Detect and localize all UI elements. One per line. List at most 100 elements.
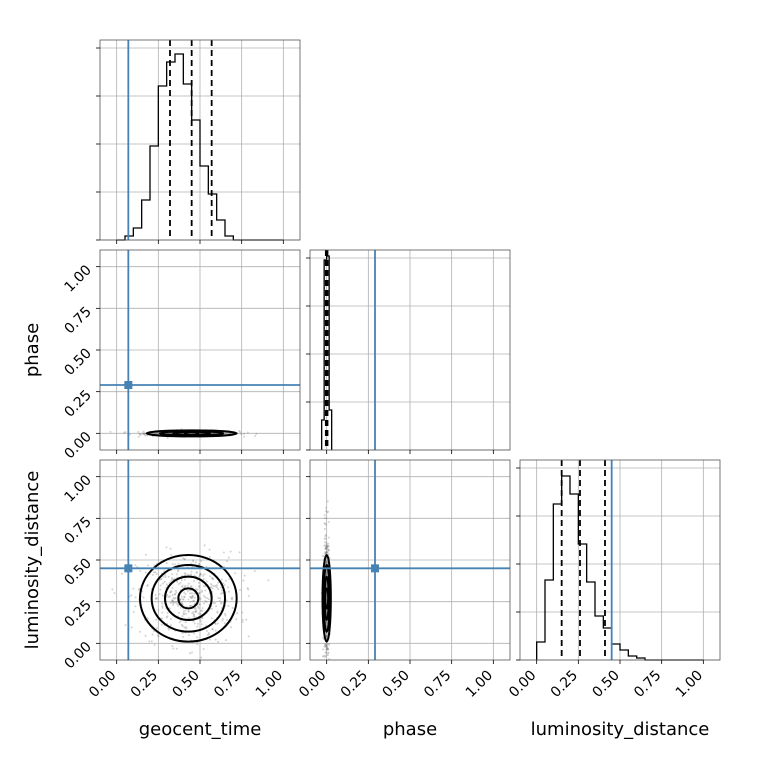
scatter-point bbox=[191, 594, 194, 597]
scatter-point bbox=[181, 631, 184, 634]
scatter-point bbox=[161, 582, 164, 585]
scatter-point bbox=[325, 648, 328, 651]
scatter-point bbox=[182, 610, 185, 613]
scatter-point bbox=[323, 514, 326, 517]
scatter-point bbox=[325, 545, 328, 548]
scatter-point bbox=[213, 602, 216, 605]
scatter-point bbox=[325, 572, 328, 575]
scatter-point bbox=[325, 550, 328, 553]
contour-level bbox=[164, 575, 213, 621]
scatter-point bbox=[325, 572, 328, 575]
scatter-point bbox=[325, 506, 328, 509]
scatter-point bbox=[324, 547, 327, 550]
panel-luminosity-distance-hist: 0.00 0.25 0.50 0.75 1.00 bbox=[506, 459, 721, 701]
scatter-point bbox=[171, 599, 174, 602]
scatter-point bbox=[324, 534, 327, 537]
scatter-point bbox=[132, 611, 135, 614]
scatter-point bbox=[198, 575, 201, 578]
scatter-point bbox=[204, 599, 207, 602]
scatter-point bbox=[325, 634, 328, 637]
scatter-point bbox=[176, 570, 179, 573]
y-tick-label: 0.75 bbox=[61, 514, 94, 547]
scatter-point bbox=[173, 563, 176, 566]
scatter-point bbox=[187, 610, 190, 613]
scatter-point bbox=[191, 559, 194, 562]
scatter-point bbox=[322, 648, 325, 651]
scatter-point bbox=[161, 605, 164, 608]
scatter-point bbox=[159, 584, 162, 587]
scatter-point bbox=[178, 582, 181, 585]
scatter-point bbox=[325, 545, 328, 548]
scatter-point bbox=[326, 511, 329, 514]
scatter-point bbox=[325, 560, 328, 563]
scatter-point bbox=[144, 634, 147, 637]
scatter-point bbox=[324, 562, 327, 565]
scatter-point bbox=[165, 595, 168, 598]
scatter-point bbox=[326, 500, 329, 503]
scatter-point bbox=[327, 550, 330, 553]
scatter-point bbox=[190, 585, 193, 588]
x-tick-label: 0.00 bbox=[296, 668, 329, 701]
scatter-point bbox=[327, 643, 330, 646]
scatter-point bbox=[187, 610, 190, 613]
scatter-point bbox=[247, 595, 250, 598]
scatter-point bbox=[170, 601, 173, 604]
scatter-point bbox=[184, 592, 187, 595]
scatter-point bbox=[195, 588, 198, 591]
scatter-point bbox=[182, 635, 185, 638]
scatter-point bbox=[173, 593, 176, 596]
scatter-point bbox=[198, 585, 201, 588]
scatter-point bbox=[162, 575, 165, 578]
scatter-point bbox=[202, 648, 205, 651]
panel-geocent-time-vs-luminosity-distance: 0.00 0.25 0.50 0.75 1.000.000.250.500.751.00 bbox=[61, 459, 301, 701]
truth-marker bbox=[124, 564, 133, 573]
scatter-point bbox=[193, 596, 196, 599]
scatter-point bbox=[171, 587, 174, 590]
scatter-point bbox=[169, 547, 172, 550]
y-tick-label: 0.50 bbox=[61, 556, 94, 589]
scatter-point bbox=[196, 605, 199, 608]
scatter-point bbox=[221, 619, 224, 622]
scatter-point bbox=[180, 585, 183, 588]
scatter-point bbox=[325, 648, 328, 651]
x-tick-label: 1.00 bbox=[463, 668, 496, 701]
scatter-point bbox=[169, 618, 172, 621]
scatter-point bbox=[325, 545, 328, 548]
scatter-point bbox=[326, 548, 329, 551]
scatter-point bbox=[138, 432, 141, 435]
x-tick-label: 0.75 bbox=[211, 668, 244, 701]
scatter-point bbox=[324, 547, 327, 550]
x-tick-label: 0.50 bbox=[589, 668, 622, 701]
scatter-point bbox=[152, 571, 155, 574]
scatter-point bbox=[165, 583, 168, 586]
scatter-point bbox=[323, 655, 326, 658]
scatter-point bbox=[157, 432, 160, 435]
scatter-point bbox=[217, 640, 220, 643]
scatter-point bbox=[216, 611, 219, 614]
scatter-point bbox=[323, 527, 326, 530]
scatter-point bbox=[150, 640, 153, 643]
scatter-point bbox=[327, 545, 330, 548]
scatter-point bbox=[198, 562, 201, 565]
scatter-point bbox=[183, 595, 186, 598]
scatter-point bbox=[216, 586, 219, 589]
scatter-point bbox=[113, 592, 116, 595]
scatter-point bbox=[325, 562, 328, 565]
scatter-point bbox=[192, 615, 195, 618]
scatter-point bbox=[134, 596, 137, 599]
scatter-point bbox=[327, 651, 330, 654]
scatter-point bbox=[326, 633, 329, 636]
scatter-point bbox=[231, 607, 234, 610]
scatter-point bbox=[190, 570, 193, 573]
scatter-point bbox=[169, 591, 172, 594]
scatter-point bbox=[166, 593, 169, 596]
scatter-point bbox=[199, 618, 202, 621]
scatter-point bbox=[196, 636, 199, 639]
scatter-point bbox=[138, 433, 141, 436]
scatter-point bbox=[206, 633, 209, 636]
scatter-point bbox=[161, 611, 164, 614]
scatter-point bbox=[197, 612, 200, 615]
scatter-point bbox=[176, 580, 179, 583]
scatter-point bbox=[177, 562, 180, 565]
scatter-point bbox=[139, 433, 142, 436]
